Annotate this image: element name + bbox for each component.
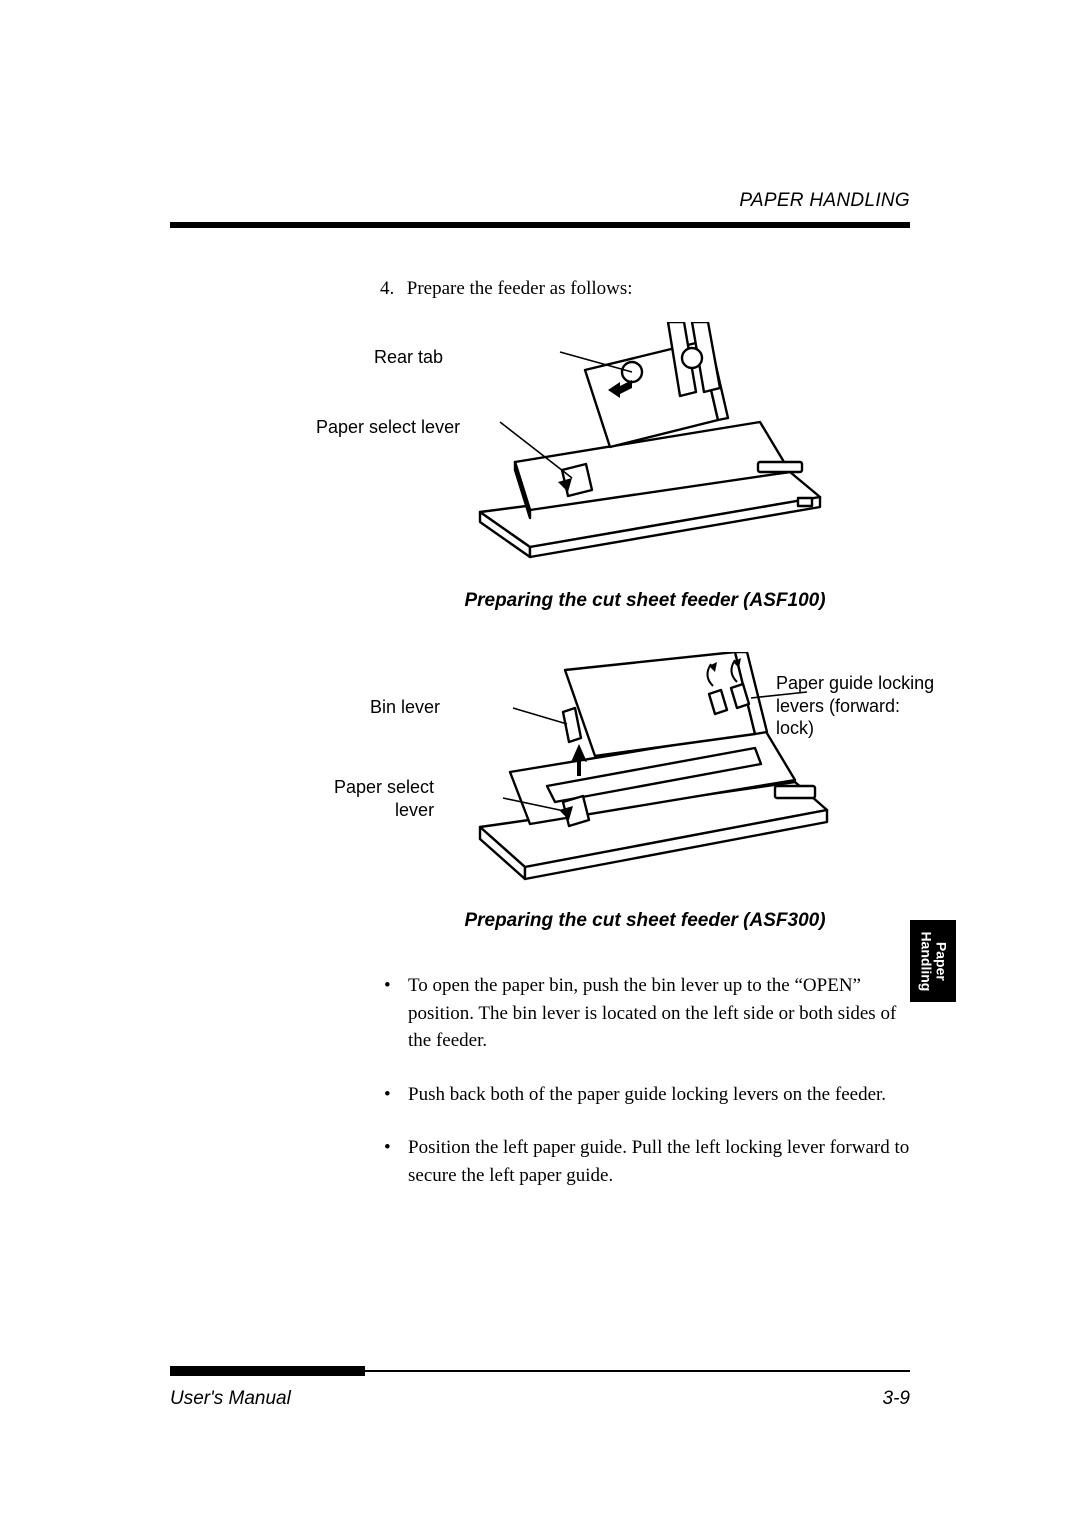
section-thumb-tab-label: PaperHandling — [918, 931, 949, 991]
header-rule — [170, 222, 910, 228]
figure2-caption: Preparing the cut sheet feeder (ASF300) — [380, 910, 910, 932]
footer-rule-left-heavy — [170, 1366, 365, 1376]
figure-asf100: Rear tab Paper select lever — [380, 322, 910, 572]
list-item: To open the paper bin, push the bin leve… — [380, 972, 910, 1055]
manual-page: PAPER HANDLING 4. Prepare the feeder as … — [0, 0, 1080, 1528]
callout-bin-lever: Bin lever — [370, 696, 440, 719]
callout-rear-tab: Rear tab — [374, 346, 443, 369]
figure-asf300: Bin lever Paper select lever Paper guide… — [380, 652, 910, 892]
step-line: 4. Prepare the feeder as follows: — [380, 278, 910, 300]
callout-paper-select-lever-2: Paper select lever — [334, 776, 434, 821]
printer-illustration-asf100 — [460, 322, 830, 562]
running-head: PAPER HANDLING — [739, 190, 910, 212]
instruction-bullets: To open the paper bin, push the bin leve… — [380, 972, 910, 1189]
step-text: Prepare the feeder as follows: — [407, 278, 633, 299]
body-column: 4. Prepare the feeder as follows: — [380, 278, 910, 1215]
footer-page-number: 3-9 — [883, 1388, 910, 1410]
list-item: Position the left paper guide. Pull the … — [380, 1134, 910, 1189]
figure1-caption: Preparing the cut sheet feeder (ASF100) — [380, 590, 910, 612]
list-item: Push back both of the paper guide lockin… — [380, 1081, 910, 1109]
footer-manual-title: User's Manual — [170, 1388, 291, 1410]
callout-paper-guide-locking: Paper guide locking levers (forward: loc… — [776, 672, 966, 740]
section-thumb-tab: PaperHandling — [910, 920, 956, 1002]
step-number: 4. — [380, 278, 402, 300]
callout-paper-select-lever-1: Paper select lever — [316, 416, 460, 439]
